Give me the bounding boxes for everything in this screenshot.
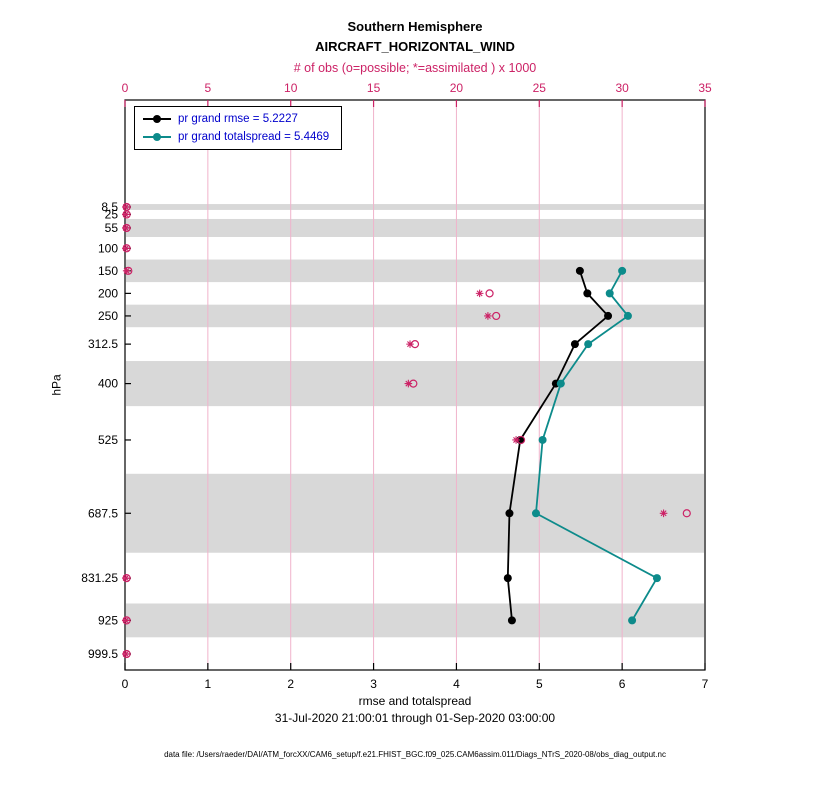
obs-assimilated-marker xyxy=(122,574,130,582)
obs-assimilated-marker xyxy=(122,203,130,211)
obs-tick-label: 30 xyxy=(615,81,629,95)
date-range: 31-Jul-2020 21:00:01 through 01-Sep-2020… xyxy=(274,711,556,725)
x-tick-label: 5 xyxy=(536,677,543,691)
y-tick-label: 100 xyxy=(98,241,118,255)
y-tick-label: 200 xyxy=(98,286,118,300)
x-tick-label: 3 xyxy=(370,677,377,691)
rmse-line-sample xyxy=(143,114,171,124)
totalspread-marker xyxy=(623,311,632,320)
rmse-marker xyxy=(583,289,592,298)
obs-assimilated-marker xyxy=(659,509,668,518)
level-band xyxy=(126,304,704,328)
x-tick-label: 6 xyxy=(619,677,626,691)
totalspread-marker xyxy=(584,340,593,349)
obs-tick-label: 15 xyxy=(367,81,381,95)
obs-assimilated-marker xyxy=(406,340,414,348)
obs-tick-label: 5 xyxy=(205,81,212,95)
legend-rmse-label: pr grand rmse = 5.2227 xyxy=(178,113,298,125)
obs-assimilated-marker xyxy=(484,312,492,320)
level-band xyxy=(126,361,704,407)
plot-title: Southern Hemisphere xyxy=(347,19,483,34)
x-tick-label: 7 xyxy=(702,677,709,691)
obs-possible-marker xyxy=(485,289,494,298)
x-tick-label: 4 xyxy=(453,677,460,691)
rmse-marker xyxy=(507,616,516,625)
obs-tick-label: 0 xyxy=(122,81,129,95)
obs-possible-marker xyxy=(682,509,691,518)
obs-tick-label: 35 xyxy=(698,81,712,95)
y-tick-label: 999.5 xyxy=(88,647,118,661)
rmse-marker xyxy=(570,340,579,349)
rmse-dot-swatch xyxy=(153,115,161,123)
totalspread-marker xyxy=(618,266,627,275)
plot-box xyxy=(124,99,706,671)
obs-assimilated-marker xyxy=(122,616,130,625)
obs-assimilated-marker xyxy=(512,436,520,444)
obs-assimilated-marker xyxy=(122,244,130,253)
obs-assimilated-marker xyxy=(404,379,413,388)
x-tick-label: 2 xyxy=(287,677,294,691)
obs-tick-label: 25 xyxy=(533,81,547,95)
obs-axis-title: # of obs (o=possible; *=assimilated ) x … xyxy=(293,61,537,75)
y-tick-label: 55 xyxy=(105,221,119,235)
totalspread-marker xyxy=(538,435,547,444)
legend: pr grand rmse = 5.2227 pr grand totalspr… xyxy=(134,106,343,150)
obs-tick-label: 10 xyxy=(284,81,298,95)
y-tick-label: 8.5 xyxy=(101,200,118,214)
rmse-marker xyxy=(503,574,512,583)
obs-assimilated-marker xyxy=(122,210,130,219)
x-axis-label: rmse and totalspread xyxy=(358,694,472,708)
y-tick-label: 25 xyxy=(105,207,119,221)
plot-subtitle: AIRCRAFT_HORIZONTAL_WIND xyxy=(315,39,515,54)
level-band xyxy=(126,473,704,553)
rmse-marker xyxy=(604,311,613,320)
legend-totalspread-label: pr grand totalspread = 5.4469 xyxy=(178,131,330,143)
y-tick-label: 312.5 xyxy=(88,337,118,351)
legend-item-rmse: pr grand rmse = 5.2227 xyxy=(143,113,329,125)
y-tick-label: 400 xyxy=(98,377,118,391)
totalspread-marker xyxy=(628,616,637,625)
y-tick-label: 687.5 xyxy=(88,506,118,520)
y-axis-label: hPa xyxy=(49,374,64,396)
level-band xyxy=(126,218,704,237)
obs-assimilated-marker xyxy=(122,650,130,658)
obs-assimilated-marker xyxy=(122,224,130,232)
data-file-path: data file: /Users/raeder/DAI/ATM_forcXX/… xyxy=(164,750,666,759)
level-band xyxy=(126,603,704,638)
totalspread-marker xyxy=(531,509,540,518)
y-tick-label: 250 xyxy=(98,309,118,323)
y-tick-label: 831.25 xyxy=(81,571,118,585)
obs-tick-label: 20 xyxy=(450,81,464,95)
totalspread-marker xyxy=(556,379,565,388)
obs-assimilated-marker xyxy=(122,267,131,275)
totalspread-marker xyxy=(652,574,661,583)
totalspread-dot-swatch xyxy=(153,133,161,141)
legend-item-totalspread: pr grand totalspread = 5.4469 xyxy=(143,131,329,143)
rmse-marker xyxy=(505,509,514,518)
level-band xyxy=(126,204,704,210)
obs-possible-marker xyxy=(492,311,501,321)
y-tick-label: 150 xyxy=(98,264,118,278)
totalspread-marker xyxy=(605,289,614,298)
totalspread-line-sample xyxy=(143,132,171,142)
y-tick-label: 525 xyxy=(98,433,118,447)
obs-assimilated-marker xyxy=(475,289,484,298)
x-tick-label: 1 xyxy=(205,677,212,691)
x-tick-label: 0 xyxy=(122,677,129,691)
rmse-marker xyxy=(575,266,584,275)
level-band xyxy=(126,259,704,283)
y-tick-label: 925 xyxy=(98,613,118,627)
